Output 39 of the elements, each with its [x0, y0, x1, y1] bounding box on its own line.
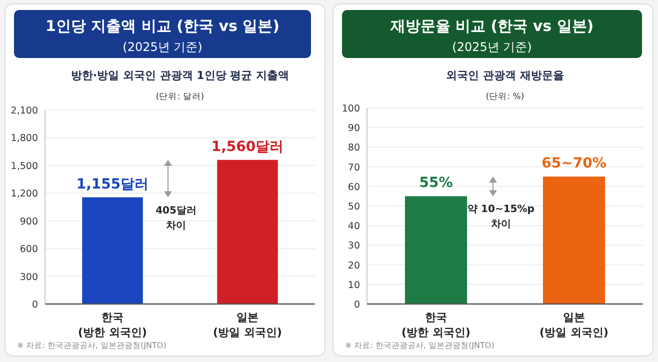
x-tick-label: 한국 (방한 외국인): [78, 311, 147, 339]
y-tick-label: 300: [20, 272, 38, 283]
data-label: 1,155달러: [76, 176, 149, 192]
chart-subtitle: (2025년 기준): [122, 40, 202, 54]
y-axis-title: (단위: 달러): [156, 92, 204, 102]
y-tick-label: 0: [32, 300, 38, 310]
y-tick-label: 0: [354, 300, 360, 310]
y-tick-label: 1,200: [10, 188, 38, 200]
y-tick-label: 20: [348, 260, 360, 272]
y-tick-label: 40: [348, 221, 360, 232]
chart-title: 재방문율 비교 (한국 vs 일본): [389, 17, 594, 35]
y-tick-label: 2,100: [10, 106, 38, 116]
data-label: 65~70%: [542, 156, 606, 172]
y-tick-label: 10: [348, 280, 360, 291]
y-tick-label: 1,500: [10, 160, 38, 172]
x-tick-label: 한국 (방한 외국인): [402, 311, 470, 339]
chart-title: 1인당 지출액 비교 (한국 vs 일본): [46, 17, 280, 35]
text: ※ 자료: 한국관광공사, 일본관광청(JNTO): [17, 341, 166, 350]
y-tick-label: 30: [348, 240, 360, 252]
text: ※ 자료: 한국관광공사, 일본관광청(JNTO): [345, 341, 494, 350]
x-tick-label: 일본 (방일 외국인): [540, 311, 608, 339]
y-tick-label: 600: [20, 244, 38, 256]
y-tick-label: 900: [20, 216, 38, 228]
text: 외국인 관광객 재방문율: [446, 69, 564, 82]
chart-subtitle: (2025년 기준): [452, 40, 532, 54]
y-tick-label: 70: [348, 162, 360, 174]
x-tick-label: 일본 (방일 외국인): [213, 311, 282, 339]
data-label: 1,560달러: [211, 138, 284, 155]
annotation: 405달러 차이: [156, 205, 196, 232]
y-tick-label: 1,800: [10, 133, 38, 144]
y-tick-label: 90: [348, 123, 360, 134]
text: 방한·방일 외국인 관광객 1인당 평균 지출액: [71, 69, 289, 82]
y-tick-label: 100: [342, 104, 360, 114]
y-axis-title: (단위: %): [486, 92, 524, 102]
y-tick-label: 50: [348, 202, 360, 212]
y-tick-label: 60: [348, 182, 360, 193]
y-tick-label: 80: [348, 142, 360, 154]
data-label: 55%: [419, 175, 453, 192]
annotation: 약 10~15%p 차이: [468, 204, 534, 230]
